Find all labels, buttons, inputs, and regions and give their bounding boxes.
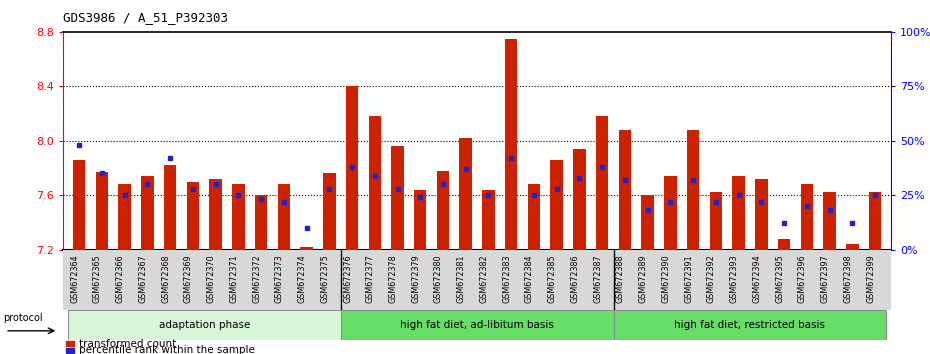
Bar (459, 138, 472, 250)
Text: GSM672379: GSM672379 (411, 255, 420, 303)
Text: GSM672399: GSM672399 (866, 255, 875, 303)
Bar (618, 130, 631, 250)
Bar (209, 179, 222, 250)
Text: GSM672386: GSM672386 (570, 255, 579, 303)
Bar (368, 116, 381, 250)
Bar (187, 182, 199, 250)
Bar (777, 239, 790, 250)
Text: GSM672397: GSM672397 (820, 255, 830, 303)
Bar (68, 310, 340, 340)
Bar (551, 160, 563, 250)
Text: GSM672369: GSM672369 (184, 255, 193, 303)
Bar (73, 160, 86, 250)
Text: GSM672394: GSM672394 (752, 255, 762, 303)
Bar (414, 190, 427, 250)
Bar (141, 176, 153, 250)
Text: GSM672367: GSM672367 (139, 255, 147, 303)
Text: GSM672382: GSM672382 (480, 255, 488, 303)
Text: GSM672395: GSM672395 (775, 255, 784, 303)
Text: GSM672390: GSM672390 (661, 255, 671, 303)
Bar (96, 172, 108, 250)
Text: GSM672383: GSM672383 (502, 255, 512, 303)
Bar (687, 130, 699, 250)
Bar (437, 171, 449, 250)
Text: GSM672374: GSM672374 (298, 255, 307, 303)
Bar (642, 195, 654, 250)
Bar (755, 179, 767, 250)
Bar (801, 184, 813, 250)
Bar (65, 348, 74, 353)
Bar (277, 184, 290, 250)
Bar (232, 184, 245, 250)
Text: transformed count: transformed count (78, 339, 176, 349)
Bar (483, 190, 495, 250)
Text: GSM672389: GSM672389 (639, 255, 647, 303)
Text: GSM672381: GSM672381 (457, 255, 466, 303)
Text: GDS3986 / A_51_P392303: GDS3986 / A_51_P392303 (63, 11, 228, 24)
Bar (340, 310, 614, 340)
Text: GSM672385: GSM672385 (548, 255, 557, 303)
Text: GSM672376: GSM672376 (343, 255, 352, 303)
Text: GSM672391: GSM672391 (684, 255, 693, 303)
Bar (323, 173, 336, 250)
Bar (664, 176, 677, 250)
Text: GSM672364: GSM672364 (70, 255, 79, 303)
Text: GSM672380: GSM672380 (434, 255, 443, 303)
Bar (505, 39, 517, 250)
Text: protocol: protocol (3, 313, 43, 323)
Text: GSM672368: GSM672368 (161, 255, 170, 303)
Bar (710, 193, 722, 250)
Bar (392, 146, 404, 250)
Bar (823, 193, 836, 250)
Bar (255, 195, 267, 250)
Text: GSM672378: GSM672378 (389, 255, 397, 303)
Bar (164, 165, 177, 250)
Text: GSM672396: GSM672396 (798, 255, 807, 303)
Text: GSM672371: GSM672371 (230, 255, 238, 303)
Text: GSM672393: GSM672393 (730, 255, 738, 303)
Bar (846, 244, 858, 250)
Text: high fat diet, restricted basis: high fat diet, restricted basis (674, 320, 826, 330)
Text: GSM672375: GSM672375 (320, 255, 329, 303)
Bar (65, 341, 74, 346)
Text: GSM672388: GSM672388 (616, 255, 625, 303)
Text: adaptation phase: adaptation phase (158, 320, 250, 330)
Bar (573, 149, 586, 250)
Text: GSM672370: GSM672370 (206, 255, 216, 303)
Text: GSM672387: GSM672387 (593, 255, 602, 303)
Text: GSM672372: GSM672372 (252, 255, 261, 303)
Text: GSM672366: GSM672366 (115, 255, 125, 303)
Text: GSM672384: GSM672384 (525, 255, 534, 303)
Bar (614, 310, 886, 340)
Text: GSM672373: GSM672373 (274, 255, 284, 303)
Bar (300, 247, 312, 250)
Text: GSM672377: GSM672377 (365, 255, 375, 303)
Text: GSM672365: GSM672365 (93, 255, 102, 303)
Text: GSM672398: GSM672398 (844, 255, 852, 303)
Bar (732, 176, 745, 250)
Text: percentile rank within the sample: percentile rank within the sample (78, 345, 255, 354)
Bar (527, 184, 540, 250)
Bar (346, 86, 358, 250)
Bar (118, 184, 131, 250)
Bar (869, 193, 882, 250)
Text: GSM672392: GSM672392 (707, 255, 716, 303)
Text: high fat diet, ad-libitum basis: high fat diet, ad-libitum basis (400, 320, 554, 330)
Bar (596, 116, 608, 250)
